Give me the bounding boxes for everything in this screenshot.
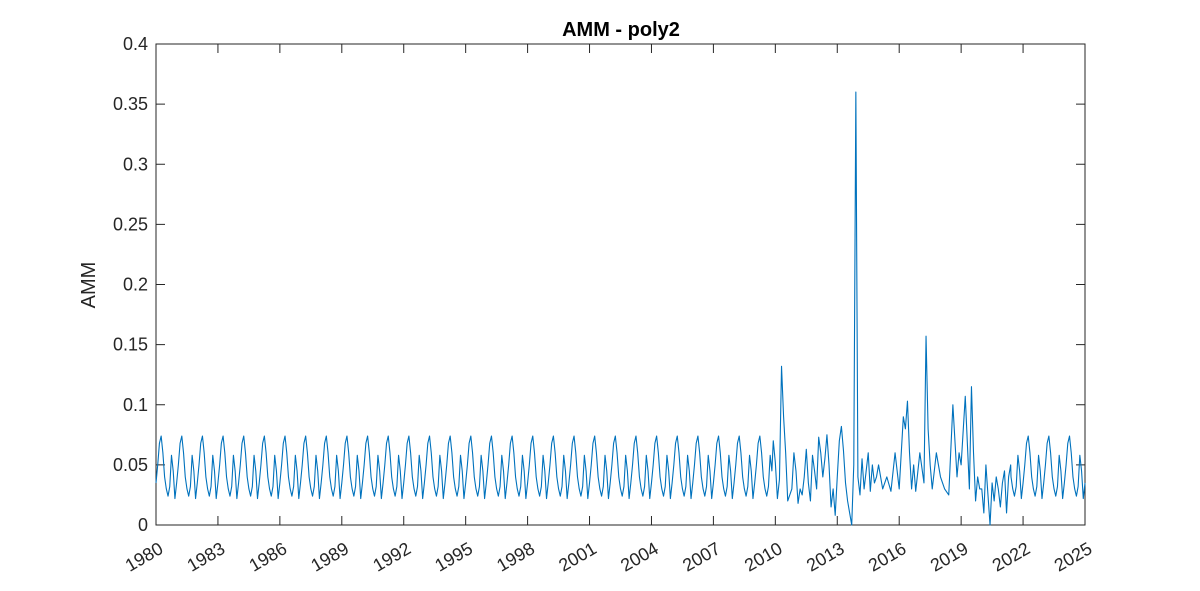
y-tick-label: 0.35 xyxy=(113,94,148,114)
y-tick-label: 0.3 xyxy=(123,154,148,174)
y-tick-label: 0.05 xyxy=(113,455,148,475)
y-tick-label: 0.4 xyxy=(123,34,148,54)
y-tick-label: 0.1 xyxy=(123,395,148,415)
y-axis-label: AMM xyxy=(78,262,100,309)
y-tick-label: 0.2 xyxy=(123,275,148,295)
plot-area xyxy=(155,43,1086,526)
chart-title: AMM - poly2 xyxy=(562,19,680,41)
y-axis: 0 0.05 0.1 0.15 0.2 0.25 0.3 0.35 0.4 xyxy=(113,34,1085,535)
series-layer xyxy=(155,91,1086,526)
y-tick-label: 0.15 xyxy=(113,335,148,355)
y-tick-label: 0.25 xyxy=(113,214,148,234)
y-tick-label: 0 xyxy=(138,515,148,535)
series-line xyxy=(155,91,1086,526)
